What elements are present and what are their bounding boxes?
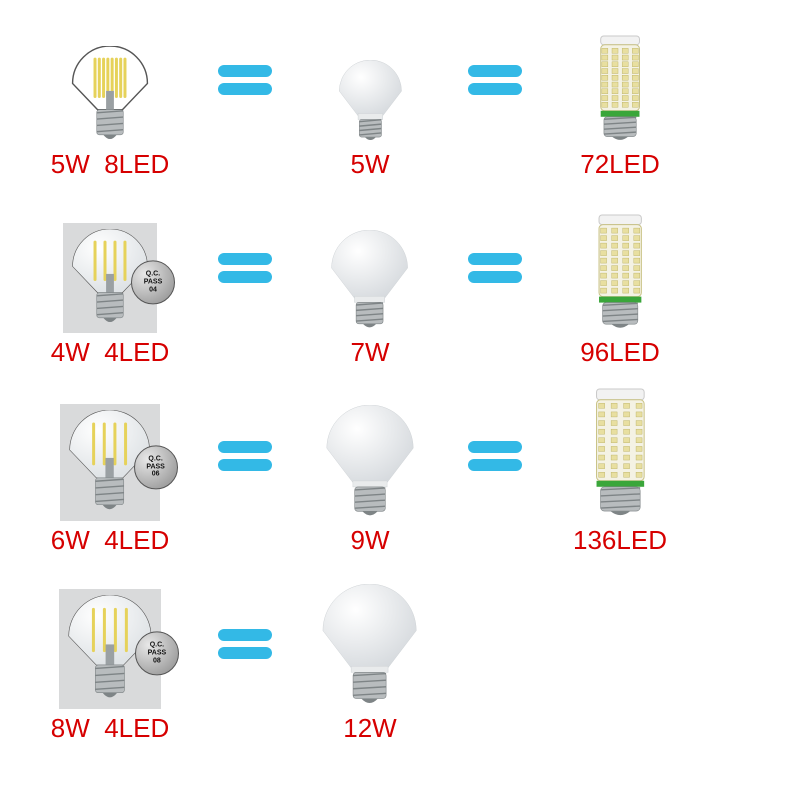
equals-icon xyxy=(218,441,272,471)
standard-bulb-cell: 5W xyxy=(300,60,440,180)
photo-background: Q.C.PASS06 xyxy=(60,404,159,521)
comparison-row: Q.C.PASS06 6W 4LED 9W 136LED xyxy=(30,386,770,556)
corn-bulb-cell: 72LED xyxy=(550,34,690,180)
standard-bulb-cell: 7W xyxy=(300,230,440,368)
qc-sticker: Q.C.PASS08 xyxy=(135,631,179,675)
bulb-caption: 6W 4LED xyxy=(51,525,170,556)
corn-bulb-cell: 136LED xyxy=(550,387,690,556)
bulb-caption: 4W 4LED xyxy=(51,337,170,368)
equals-bar xyxy=(218,83,272,95)
bulb-caption: 96LED xyxy=(580,337,660,368)
corn-bulb-cell: 96LED xyxy=(550,213,690,368)
equals-bar xyxy=(468,65,522,77)
standard-bulb-cell: 9W xyxy=(300,405,440,556)
qc-line: Q.C. xyxy=(146,271,160,279)
equals-icon xyxy=(218,253,272,283)
equals-bar xyxy=(468,459,522,471)
qc-number: 06 xyxy=(152,471,160,479)
bulb-caption: 7W xyxy=(351,337,390,368)
equals-icon xyxy=(218,629,272,659)
qc-line: Q.C. xyxy=(150,642,164,650)
photo-background: Q.C.PASS04 xyxy=(63,223,157,333)
qc-line: PASS xyxy=(144,278,163,286)
equals-bar xyxy=(468,253,522,265)
equals-bar xyxy=(218,253,272,265)
comparison-row: Q.C.PASS08 8W 4LED 12W xyxy=(30,574,770,744)
qc-line: Q.C. xyxy=(148,456,162,464)
equals-bar xyxy=(218,459,272,471)
standard-bulb-cell: 12W xyxy=(300,584,440,744)
filament-bulb-cell: Q.C.PASS06 6W 4LED xyxy=(30,404,190,556)
equals-icon xyxy=(468,441,522,471)
bulb-caption: 12W xyxy=(343,713,396,744)
qc-line: PASS xyxy=(146,463,165,471)
equals-bar xyxy=(218,65,272,77)
equals-icon xyxy=(468,65,522,95)
photo-background: Q.C.PASS08 xyxy=(59,589,161,709)
bulb-caption: 5W 8LED xyxy=(51,149,170,180)
qc-sticker: Q.C.PASS04 xyxy=(131,260,175,304)
bulb-caption: 8W 4LED xyxy=(51,713,170,744)
qc-sticker: Q.C.PASS06 xyxy=(134,445,178,489)
comparison-row: Q.C.PASS04 4W 4LED 7W 96LED xyxy=(30,198,770,368)
filament-bulb-cell: 5W 8LED xyxy=(30,46,190,180)
bulb-caption: 5W xyxy=(351,149,390,180)
equals-bar xyxy=(218,271,272,283)
equals-bar xyxy=(218,629,272,641)
filament-bulb-cell: Q.C.PASS04 4W 4LED xyxy=(30,223,190,368)
qc-line: PASS xyxy=(148,650,167,658)
equals-bar xyxy=(468,441,522,453)
equals-icon xyxy=(218,65,272,95)
filament-bulb-cell: Q.C.PASS08 8W 4LED xyxy=(30,589,190,744)
equals-icon xyxy=(468,253,522,283)
equals-bar xyxy=(218,647,272,659)
equals-bar xyxy=(218,441,272,453)
bulb-caption: 72LED xyxy=(580,149,660,180)
equals-bar xyxy=(468,83,522,95)
bulb-caption: 9W xyxy=(351,525,390,556)
equals-bar xyxy=(468,271,522,283)
bulb-caption: 136LED xyxy=(573,525,667,556)
comparison-row: 5W 8LED 5W 72LED xyxy=(30,10,770,180)
qc-number: 08 xyxy=(153,657,161,665)
qc-number: 04 xyxy=(149,286,157,294)
